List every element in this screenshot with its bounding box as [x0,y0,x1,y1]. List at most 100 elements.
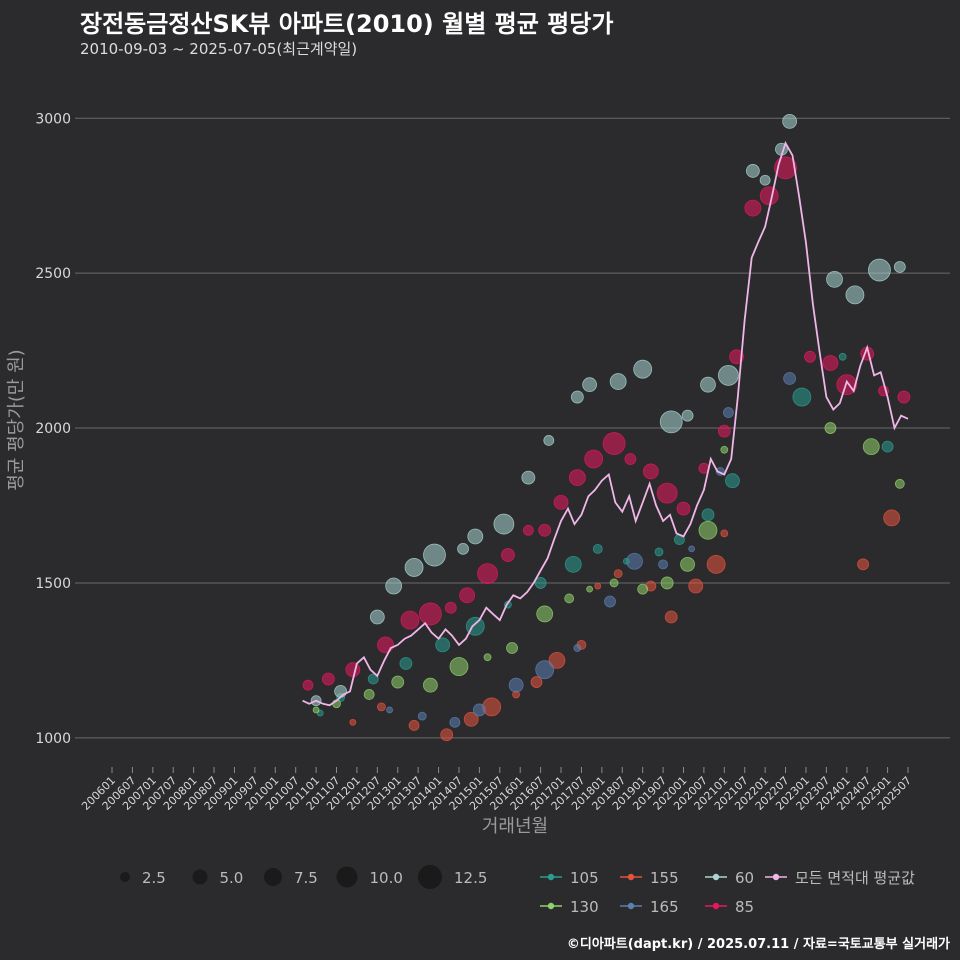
point-105 [881,440,894,453]
point-155 [349,718,357,726]
legend-key-dot [772,873,780,881]
point-85 [656,482,678,504]
x-tick-labels: 2006012006072007012007072008012008072009… [79,774,914,813]
point-85 [345,662,361,678]
point-60 [543,435,555,446]
legend-key-dot [547,902,555,910]
point-130 [536,605,554,623]
point-105 [399,657,413,670]
point-60 [493,513,515,535]
point-60 [404,558,424,577]
legend-key-dot [712,873,720,881]
point-85 [717,424,731,438]
point-85 [522,524,534,536]
point-130 [564,593,575,604]
point-85 [302,679,314,691]
point-60 [457,542,469,555]
point-130 [363,689,375,700]
point-85 [804,350,816,363]
legend-label: 130 [570,898,599,916]
y-tick-label: 1000 [35,731,71,747]
point-60 [893,261,906,273]
point-105 [792,387,812,407]
point-155 [482,697,502,717]
size-legend-label: 10.0 [370,869,403,887]
point-155 [377,702,386,712]
point-165 [783,372,797,385]
point-85 [568,469,586,487]
point-60 [868,258,891,282]
point-85 [459,587,476,604]
y-tick-label: 2500 [35,266,71,282]
point-130 [698,520,718,540]
average-line-path [302,140,909,707]
point-60 [717,364,739,386]
point-130 [312,706,320,714]
point-130 [586,585,593,593]
gridlines [75,117,950,773]
point-155 [594,582,602,590]
point-155 [883,509,901,527]
point-165 [472,703,486,717]
point-155 [688,578,704,594]
point-130 [862,438,880,456]
point-130 [680,556,695,572]
point-85 [602,432,626,455]
point-85 [759,186,779,206]
point-130 [660,576,674,590]
size-legend-dot [120,872,130,882]
size-legend-dot [192,869,208,885]
size-legend: 2.5 5.0 7.5 10.0 12.5 [120,865,487,889]
point-155 [664,610,678,624]
point-85 [553,494,569,510]
legend-label: 모든 면적대 평균값 [795,869,915,887]
y-tick-labels: 1000 1500 2000 2500 3000 [35,111,71,747]
point-60 [369,609,385,625]
size-legend-label: 12.5 [454,869,487,887]
point-85 [624,453,637,465]
legend-label: 105 [570,869,599,887]
point-155 [530,676,543,688]
legend-key-dot [547,873,555,881]
point-60 [826,270,843,288]
point-155 [440,728,454,742]
point-60 [633,359,653,379]
point-85 [418,602,442,626]
size-legend-label: 5.0 [220,869,244,887]
point-85 [377,636,394,654]
point-60 [759,174,771,186]
legend-label: 60 [735,869,754,887]
y-tick-label: 2000 [35,421,71,437]
color-legend: 105 155 60 모든 면적대 평균값 130 165 85 [540,869,915,916]
point-60 [681,409,694,422]
x-axis-label: 거래년월 [482,816,548,837]
point-165 [417,711,427,721]
point-155 [720,529,729,538]
point-130 [483,653,492,662]
point-105 [435,637,451,653]
point-60 [467,528,484,545]
point-105 [564,555,582,573]
point-105 [592,543,603,554]
point-60 [782,113,798,129]
point-155 [613,569,623,579]
legend-label: 155 [650,869,679,887]
legend-key-dot [712,902,720,910]
point-85 [477,563,498,585]
point-130 [449,657,469,676]
point-130 [637,583,649,595]
point-130 [391,675,405,689]
size-legend-dot [418,865,442,889]
point-60 [521,470,536,485]
point-130 [506,642,518,654]
point-165 [658,559,668,570]
point-85 [538,523,552,537]
point-130 [609,578,619,588]
point-85 [321,672,335,686]
y-axis-label: 평균 평당가(만 원) [6,349,27,490]
point-85 [584,449,604,469]
point-60 [700,376,716,393]
point-130 [422,677,438,693]
point-85 [400,610,420,630]
